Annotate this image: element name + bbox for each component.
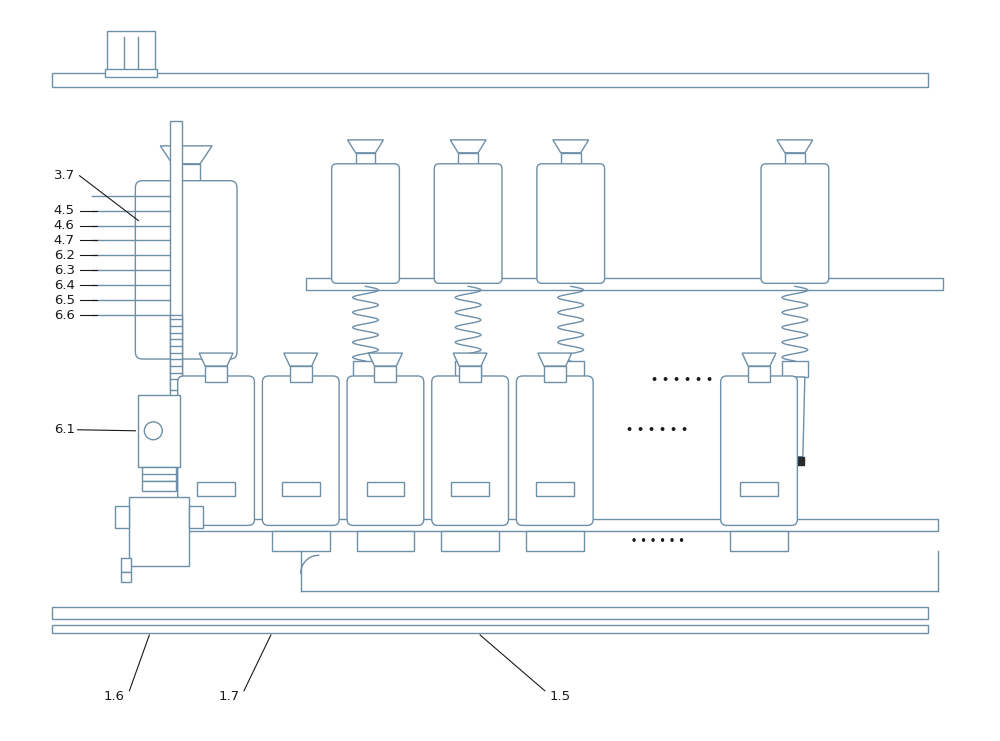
Text: 1.6: 1.6: [104, 691, 125, 703]
Bar: [374, 366, 396, 382]
Bar: [441, 531, 499, 551]
FancyBboxPatch shape: [178, 376, 254, 525]
Polygon shape: [348, 140, 383, 153]
Bar: [105, 69, 157, 77]
Polygon shape: [785, 377, 805, 456]
Bar: [115, 507, 129, 528]
Text: 4.5: 4.5: [54, 204, 75, 217]
FancyBboxPatch shape: [516, 376, 593, 525]
Bar: [290, 366, 312, 382]
Text: 6.6: 6.6: [54, 309, 75, 322]
Text: 4.6: 4.6: [54, 219, 75, 232]
Text: 3.7: 3.7: [54, 169, 75, 182]
Polygon shape: [199, 353, 233, 366]
Bar: [526, 531, 584, 551]
Polygon shape: [160, 146, 212, 164]
Bar: [562, 456, 580, 465]
Bar: [272, 531, 330, 551]
Text: 6.3: 6.3: [54, 264, 75, 277]
Polygon shape: [777, 140, 813, 153]
Bar: [142, 481, 176, 491]
Bar: [459, 366, 481, 382]
Polygon shape: [742, 353, 776, 366]
Bar: [730, 531, 788, 551]
Polygon shape: [368, 353, 402, 366]
Bar: [740, 482, 778, 496]
FancyBboxPatch shape: [537, 164, 605, 283]
Bar: [544, 366, 566, 382]
Bar: [129, 496, 189, 566]
Bar: [558, 361, 584, 377]
Bar: [356, 153, 375, 169]
Text: 6.2: 6.2: [54, 249, 75, 262]
Polygon shape: [450, 140, 486, 153]
Bar: [561, 153, 581, 169]
Bar: [357, 456, 374, 465]
FancyBboxPatch shape: [434, 164, 502, 283]
Bar: [451, 482, 489, 496]
Bar: [170, 315, 182, 390]
Bar: [189, 507, 203, 528]
Polygon shape: [553, 140, 589, 153]
Bar: [138, 395, 180, 467]
Bar: [121, 572, 131, 582]
FancyBboxPatch shape: [721, 376, 797, 525]
Text: 1.7: 1.7: [218, 691, 240, 703]
Text: 6.5: 6.5: [54, 293, 75, 307]
Bar: [785, 153, 805, 169]
Polygon shape: [538, 353, 572, 366]
Bar: [455, 361, 481, 377]
Bar: [782, 361, 808, 377]
Bar: [142, 467, 176, 481]
Bar: [52, 607, 928, 619]
Text: • • • • • •: • • • • • •: [631, 536, 684, 546]
Bar: [536, 482, 574, 496]
Bar: [282, 482, 320, 496]
Bar: [52, 73, 928, 87]
FancyBboxPatch shape: [432, 376, 508, 525]
FancyBboxPatch shape: [262, 376, 339, 525]
Polygon shape: [458, 377, 478, 456]
FancyBboxPatch shape: [347, 376, 424, 525]
Bar: [786, 456, 804, 465]
Bar: [205, 366, 227, 382]
Bar: [748, 366, 770, 382]
Bar: [357, 531, 414, 551]
Polygon shape: [356, 377, 375, 456]
Bar: [121, 558, 131, 572]
Bar: [458, 153, 478, 169]
Bar: [197, 482, 235, 496]
Bar: [107, 31, 155, 73]
Text: 6.4: 6.4: [54, 279, 75, 292]
Polygon shape: [453, 353, 487, 366]
Text: 1.5: 1.5: [549, 691, 570, 703]
Polygon shape: [561, 377, 581, 456]
Bar: [52, 625, 928, 633]
Bar: [151, 519, 938, 531]
Circle shape: [144, 422, 162, 439]
Bar: [353, 361, 378, 377]
Bar: [367, 482, 404, 496]
Bar: [170, 121, 182, 490]
Text: 4.7: 4.7: [54, 234, 75, 247]
Bar: [172, 164, 200, 187]
Text: • • • • • •: • • • • • •: [651, 375, 713, 385]
Text: • • • • • •: • • • • • •: [626, 425, 688, 435]
FancyBboxPatch shape: [761, 164, 829, 283]
Polygon shape: [284, 353, 318, 366]
Bar: [459, 456, 477, 465]
Text: 6.1: 6.1: [54, 423, 75, 436]
FancyBboxPatch shape: [135, 181, 237, 359]
Bar: [306, 279, 943, 290]
FancyBboxPatch shape: [332, 164, 399, 283]
